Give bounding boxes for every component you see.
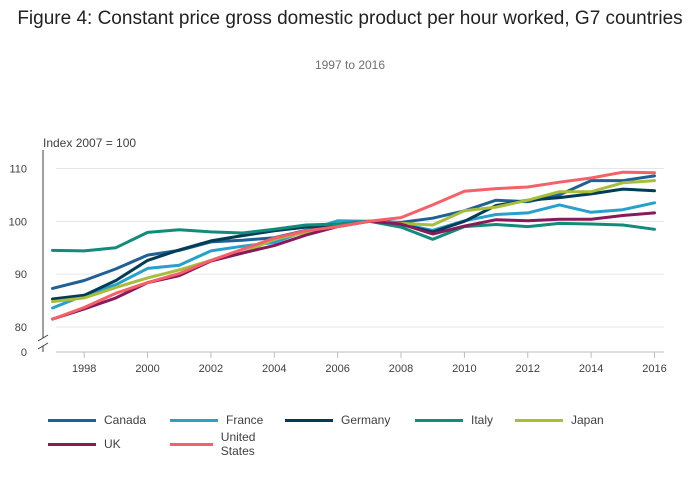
legend-label: Germany bbox=[341, 413, 391, 427]
legend-row: Canada France Germany Italy Japan bbox=[48, 408, 668, 432]
y-axis-label: Index 2007 = 100 bbox=[43, 136, 136, 150]
x-tick-label: 2008 bbox=[389, 363, 413, 375]
legend-item[interactable]: Italy bbox=[415, 413, 515, 427]
legend-label: Japan bbox=[571, 413, 604, 427]
legend-label: Italy bbox=[471, 413, 494, 427]
x-tick-label: 2014 bbox=[579, 363, 603, 375]
legend-item[interactable]: Canada bbox=[48, 413, 170, 427]
series-line-united-states bbox=[51, 170, 656, 321]
y-tick-label: 80 bbox=[15, 322, 27, 334]
y-tick-label: 0 bbox=[21, 347, 27, 359]
line-chart: Index 2007 = 100 0 80 90 100 110 1998 2000 2002 2… bbox=[9, 136, 667, 375]
chart-subtitle: 1997 to 2016 bbox=[314, 58, 386, 72]
legend-item[interactable]: United States bbox=[170, 430, 285, 458]
legend-item[interactable]: Germany bbox=[285, 413, 415, 427]
series-line-italy bbox=[51, 219, 656, 253]
legend-swatch bbox=[48, 442, 96, 446]
legend-swatch bbox=[415, 418, 463, 422]
x-tick-label: 2010 bbox=[452, 363, 476, 375]
legend-label: UK bbox=[104, 437, 121, 451]
y-tick-label: 90 bbox=[15, 269, 27, 281]
legend-swatch bbox=[515, 418, 563, 422]
legend-label: Canada bbox=[104, 413, 147, 427]
legend-swatch bbox=[170, 418, 218, 422]
y-tick-label: 110 bbox=[9, 163, 27, 175]
y-tick-label: 100 bbox=[9, 216, 27, 228]
legend-swatch bbox=[48, 418, 96, 422]
legend-swatch bbox=[170, 442, 213, 446]
x-tick-label: 2002 bbox=[199, 363, 223, 375]
legend-item[interactable]: France bbox=[170, 413, 285, 427]
series-line-france bbox=[51, 201, 656, 310]
chart-legend: Canada France Germany Italy Japan UK United St… bbox=[48, 408, 668, 458]
legend-label: France bbox=[226, 413, 264, 427]
legend-item[interactable]: UK bbox=[48, 437, 170, 451]
chart-title: Figure 4: Constant price gross domestic … bbox=[17, 8, 683, 29]
legend-item[interactable]: Japan bbox=[515, 413, 615, 427]
x-tick-label: 2000 bbox=[135, 363, 159, 375]
axis-break-mark bbox=[37, 334, 49, 342]
x-tick-label: 2004 bbox=[262, 363, 286, 375]
x-tick-label: 2016 bbox=[642, 363, 666, 375]
series-line-uk bbox=[51, 211, 656, 321]
legend-swatch bbox=[285, 418, 333, 422]
legend-row: UK United States bbox=[48, 430, 668, 458]
x-tick-label: 1998 bbox=[72, 363, 96, 375]
x-tick-label: 2006 bbox=[325, 363, 349, 375]
axis-break-mark bbox=[37, 342, 49, 350]
legend-label: United States bbox=[220, 430, 256, 458]
x-tick-label: 2012 bbox=[516, 363, 540, 375]
